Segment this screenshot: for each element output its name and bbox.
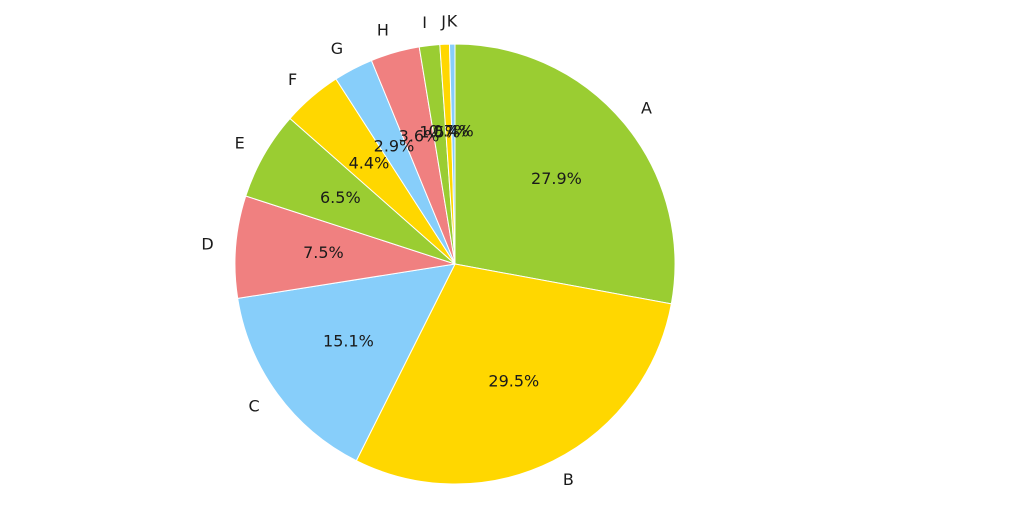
slice-percent-b: 29.5% — [488, 372, 539, 391]
slice-label-j: J — [440, 12, 446, 31]
slice-percent-i: 1.5% — [419, 122, 460, 141]
slice-percent-j: 0.7% — [428, 122, 469, 141]
slice-label-g: G — [331, 39, 343, 58]
slice-label-i: I — [422, 13, 427, 32]
labels-layer: A 27.9% B 29.5% C 15.1% D 7.5% E 6.5% F 4.4% G 2.9% H 3… — [201, 12, 652, 490]
slice-percent-a: 27.9% — [531, 169, 582, 188]
slice-percent-c: 15.1% — [323, 331, 374, 350]
pie-slice-d — [234, 195, 456, 299]
pie-slice-a — [454, 43, 676, 305]
slice-percent-k: 0.4% — [433, 122, 474, 141]
slice-percent-h: 3.6% — [399, 127, 440, 146]
slice-percent-g: 2.9% — [374, 136, 415, 155]
slice-label-e: E — [235, 134, 245, 153]
pie-slice-b — [355, 263, 672, 485]
pie-slice-c — [237, 263, 456, 462]
slice-label-a: A — [641, 99, 652, 118]
pie-slice-k — [448, 43, 456, 265]
slice-label-f: F — [288, 70, 297, 89]
slice-label-d: D — [201, 235, 213, 254]
slice-label-h: H — [377, 21, 389, 40]
slice-label-k: K — [447, 12, 458, 31]
slice-percent-f: 4.4% — [349, 153, 390, 172]
slice-percent-e: 6.5% — [320, 188, 361, 207]
slice-percent-d: 7.5% — [303, 243, 344, 262]
slice-label-b: B — [563, 470, 574, 489]
slices-layer — [234, 43, 676, 485]
slice-label-c: C — [248, 396, 259, 415]
